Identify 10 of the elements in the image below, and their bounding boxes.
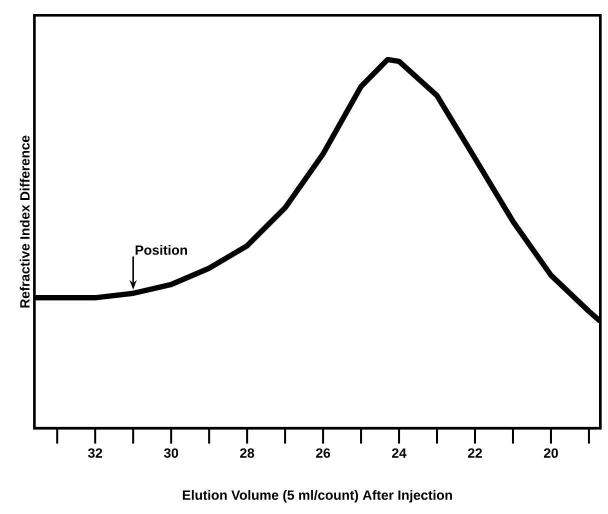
x-tick-label: 30 [164, 448, 178, 458]
x-tick-label: 22 [468, 448, 482, 458]
x-tick-label: 26 [316, 448, 330, 458]
annotation: Position [136, 244, 187, 255]
x-tick-label: 32 [88, 448, 102, 458]
x-tick-label: 20 [544, 448, 558, 458]
x-tick-label: 28 [240, 448, 254, 458]
x-tick-label: 24 [392, 448, 406, 458]
y-axis-title: Refractive Index Difference [20, 135, 30, 308]
x-axis-title: Elution Volume (5 ml/count) After Injection [182, 490, 452, 502]
